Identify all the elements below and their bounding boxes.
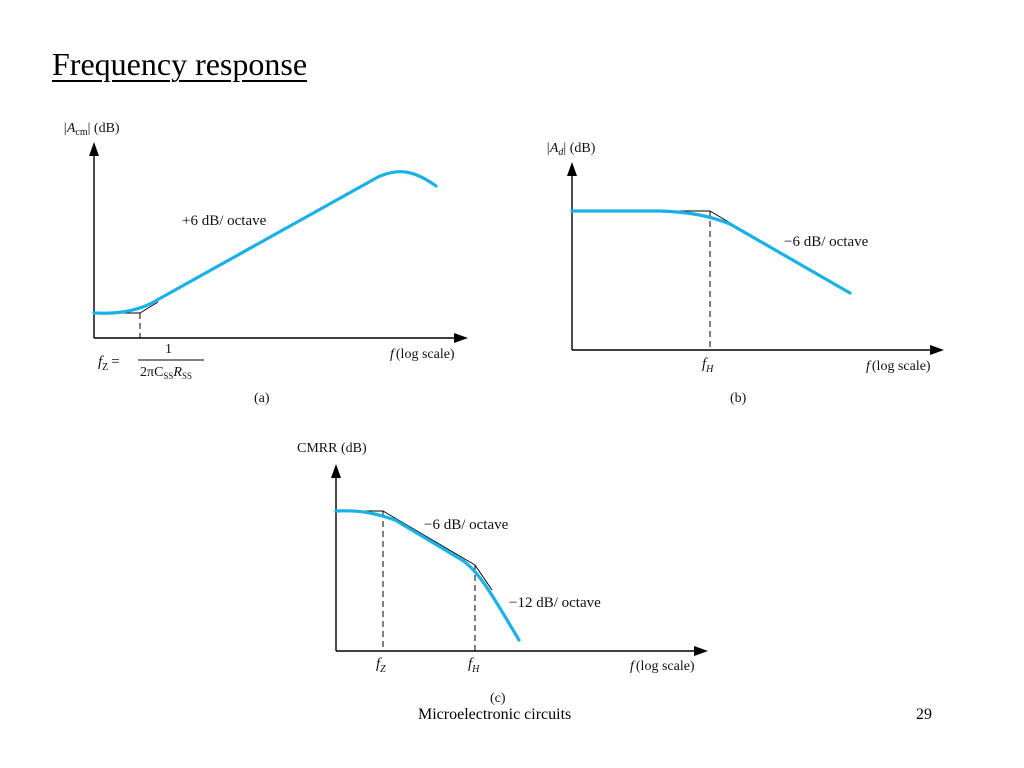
- panel-c-x-arrow: [694, 646, 708, 656]
- panel-a-fz-formula: fZ = 1 2πCSSRSS: [98, 342, 204, 381]
- panel-c-response-curve: [334, 509, 521, 642]
- panel-c-asymptote-slope1: [382, 510, 476, 566]
- panel-b-caption: (b): [730, 391, 747, 406]
- slide-title: Frequency response: [52, 46, 308, 82]
- panel-a-asymptote-slope: [139, 301, 159, 314]
- panel-c-x-axis-label: f (log scale): [630, 659, 695, 674]
- panel-a-y-arrow: [89, 142, 99, 156]
- panel-b-y-arrow: [567, 162, 577, 176]
- panel-a-caption: (a): [254, 391, 270, 406]
- panel-a-response-curve: [92, 170, 438, 315]
- panel-c-y-axis-label: CMRR (dB): [297, 441, 367, 456]
- panel-b-fh-label: fH: [702, 356, 714, 375]
- panel-a-x-axis-label: f (log scale): [390, 347, 455, 362]
- svg-text:2πCSSRSS: 2πCSSRSS: [140, 365, 192, 381]
- panel-a-slope-label: +6 dB/ octave: [182, 213, 267, 229]
- panel-b-slope-label: −6 dB/ octave: [784, 234, 869, 250]
- panel-b: |Ad| (dB) −6 dB/ octave f (log scale) fH …: [546, 141, 944, 406]
- svg-text:fZ=: fZ =: [98, 354, 120, 373]
- panel-b-y-axis-label: |Ad| (dB): [546, 141, 596, 158]
- panel-a: |Acm| (dB) +6 dB/ octave f (log scale) fZ…: [63, 121, 468, 406]
- panel-c-fz-label: fZ: [376, 656, 386, 675]
- panel-c-fh-label: fH: [468, 656, 480, 675]
- panel-a-y-axis-label: |Acm| (dB): [63, 121, 120, 138]
- panel-a-x-arrow: [454, 333, 468, 343]
- panel-c: CMRR (dB) −6 dB/ octave −12 dB/ octave f…: [297, 441, 708, 706]
- panel-c-slope1-label: −6 dB/ octave: [424, 517, 509, 533]
- panel-b-response-curve: [570, 209, 852, 295]
- panel-c-y-arrow: [331, 464, 341, 478]
- footer-page-number: 29: [916, 706, 932, 723]
- svg-text:1: 1: [165, 342, 172, 357]
- panel-c-asymptote-slope2: [474, 564, 493, 591]
- footer-course-name: Microelectronic circuits: [418, 706, 572, 723]
- panel-b-x-axis-label: f (log scale): [866, 359, 931, 374]
- panel-c-slope2-label: −12 dB/ octave: [509, 595, 601, 611]
- panel-c-caption: (c): [490, 691, 506, 706]
- panel-b-x-arrow: [930, 345, 944, 355]
